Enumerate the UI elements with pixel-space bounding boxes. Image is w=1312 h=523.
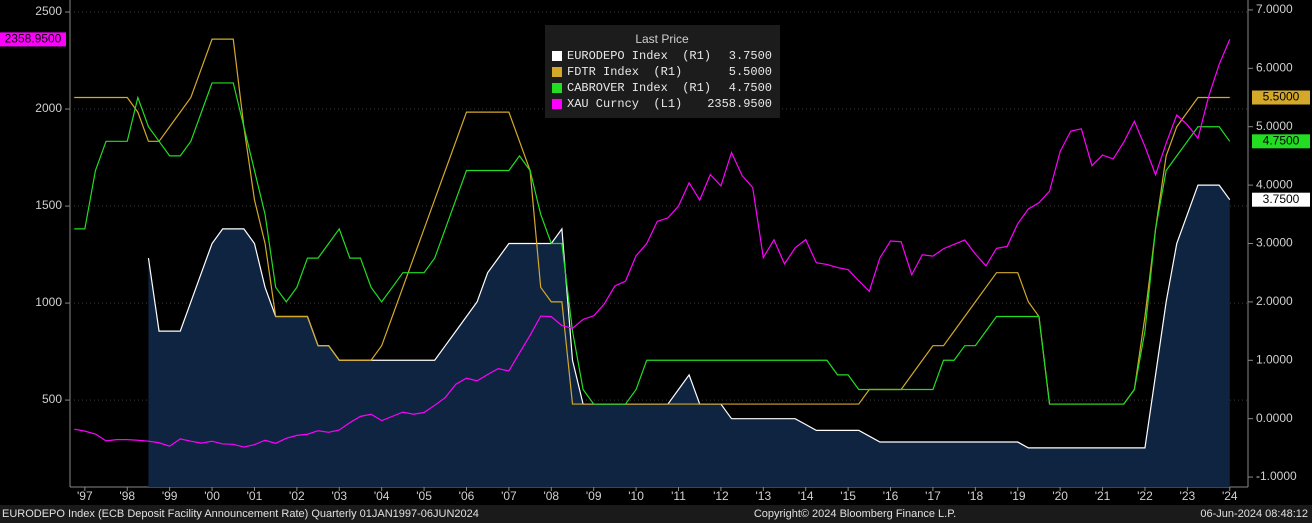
legend-value: 2358.9500 xyxy=(707,97,772,111)
y2-tick-label: 0.0000 xyxy=(1256,411,1293,425)
y2-tick-label: 5.0000 xyxy=(1256,119,1293,133)
x-tick-label: '13 xyxy=(755,489,771,503)
x-tick-label: '17 xyxy=(925,489,941,503)
value-tag-label: 4.7500 xyxy=(1263,133,1300,147)
y-tick-label: 2500 xyxy=(35,4,62,18)
legend-label: FDTR Index (R1) xyxy=(567,65,682,79)
timestamp: 06-Jun-2024 08:48:12 xyxy=(1200,508,1308,520)
legend-swatch xyxy=(552,83,562,93)
x-tick-label: '22 xyxy=(1137,489,1153,503)
legend-label: XAU Curncy (L1) xyxy=(567,97,682,111)
y2-tick-label: 2.0000 xyxy=(1256,294,1293,308)
x-tick-label: '01 xyxy=(247,489,263,503)
y2-tick-label: 3.0000 xyxy=(1256,236,1293,250)
x-tick-label: '00 xyxy=(204,489,220,503)
y2-tick-label: 7.0000 xyxy=(1256,2,1293,16)
y-tick-label: 500 xyxy=(42,392,62,406)
x-tick-label: '11 xyxy=(671,489,686,503)
legend-swatch xyxy=(552,99,562,109)
value-tag xyxy=(1252,134,1310,149)
value-tag-label: 5.5000 xyxy=(1263,90,1300,104)
x-tick-label: '08 xyxy=(543,489,559,503)
series-line xyxy=(74,39,1231,448)
y-tick-label: 1500 xyxy=(35,198,62,212)
x-tick-label: '06 xyxy=(459,489,475,503)
x-tick-label: '09 xyxy=(586,489,602,503)
footer-bar xyxy=(0,505,1312,523)
x-tick-label: '98 xyxy=(119,489,135,503)
legend-label: CABROVER Index (R1) xyxy=(567,81,711,95)
y2-tick-label: 6.0000 xyxy=(1256,60,1293,74)
x-tick-label: '16 xyxy=(883,489,899,503)
legend-swatch xyxy=(552,67,562,77)
value-tag xyxy=(0,32,66,47)
y2-tick-label: 1.0000 xyxy=(1256,352,1293,366)
x-tick-label: '19 xyxy=(1010,489,1026,503)
y2-tick-label: 4.0000 xyxy=(1256,177,1293,191)
value-tag xyxy=(1252,192,1310,207)
x-tick-label: '05 xyxy=(416,489,432,503)
legend-value: 5.5000 xyxy=(729,65,772,79)
area xyxy=(148,185,1230,487)
value-tag xyxy=(1252,90,1310,105)
legend-box xyxy=(545,25,780,118)
x-tick-label: '24 xyxy=(1222,489,1238,503)
y2-tick-label: -1.0000 xyxy=(1256,469,1297,483)
series-line xyxy=(74,82,1231,405)
caption: EURODEPO Index (ECB Deposit Facility Ann… xyxy=(2,508,479,520)
x-tick-label: '99 xyxy=(162,489,178,503)
x-tick-label: '97 xyxy=(77,489,93,503)
x-tick-label: '14 xyxy=(798,489,814,503)
x-tick-label: '15 xyxy=(840,489,856,503)
y-tick-label: 2000 xyxy=(35,101,62,115)
x-tick-label: '18 xyxy=(968,489,984,503)
x-tick-label: '23 xyxy=(1180,489,1196,503)
x-tick-label: '12 xyxy=(713,489,729,503)
x-tick-label: '21 xyxy=(1095,489,1111,503)
series-line xyxy=(74,38,1230,405)
legend-label: EURODEPO Index (R1) xyxy=(567,49,711,63)
legend-title: Last Price xyxy=(635,32,689,46)
value-tag-label: 3.7500 xyxy=(1263,192,1300,206)
x-tick-label: '04 xyxy=(374,489,390,503)
x-tick-label: '07 xyxy=(501,489,517,503)
legend-value: 4.7500 xyxy=(729,81,772,95)
value-tag-label: 2358.9500 xyxy=(5,32,62,46)
x-tick-label: '10 xyxy=(628,489,644,503)
copyright: Copyright© 2024 Bloomberg Finance L.P. xyxy=(754,508,956,520)
legend-value: 3.7500 xyxy=(729,49,772,63)
legend-swatch xyxy=(552,51,562,61)
x-tick-label: '02 xyxy=(289,489,305,503)
x-tick-label: '20 xyxy=(1052,489,1068,503)
y-tick-label: 1000 xyxy=(35,295,62,309)
x-tick-label: '03 xyxy=(331,489,347,503)
